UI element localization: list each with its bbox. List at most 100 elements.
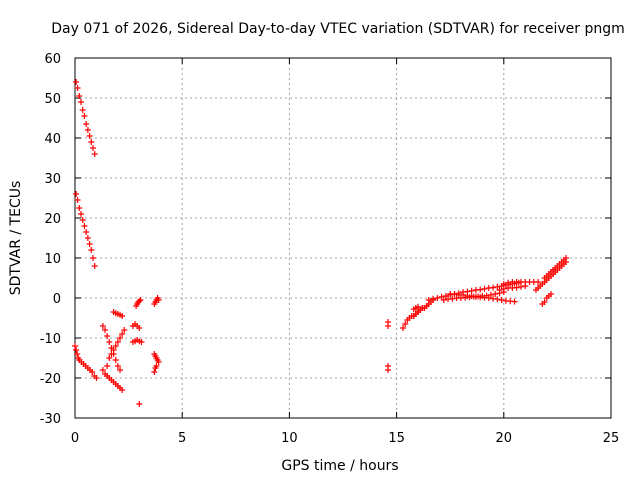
data-point bbox=[99, 323, 106, 329]
series-track-12 bbox=[151, 295, 162, 307]
data-point bbox=[106, 355, 113, 361]
data-point bbox=[494, 296, 501, 303]
data-point bbox=[155, 297, 162, 303]
data-point bbox=[541, 299, 548, 305]
data-point bbox=[425, 297, 432, 303]
data-point bbox=[477, 286, 484, 293]
data-point bbox=[442, 293, 449, 299]
data-point bbox=[517, 283, 524, 290]
data-point bbox=[86, 241, 93, 247]
y-tick-label: 20 bbox=[44, 212, 61, 227]
data-point bbox=[430, 295, 437, 302]
y-tick-label: 0 bbox=[53, 292, 61, 307]
series-track-15 bbox=[400, 303, 430, 331]
y-tick-label: 10 bbox=[44, 252, 61, 267]
data-point bbox=[487, 291, 494, 298]
data-point bbox=[151, 369, 158, 375]
data-point bbox=[511, 298, 518, 305]
series-track-10 bbox=[133, 297, 144, 309]
x-tick-label: 15 bbox=[388, 431, 405, 446]
data-point bbox=[90, 145, 97, 151]
data-point bbox=[81, 113, 88, 119]
series-track-17 bbox=[410, 303, 422, 313]
x-tick-label: 0 bbox=[71, 431, 79, 446]
data-point bbox=[76, 205, 83, 211]
data-point bbox=[535, 279, 542, 285]
series-track-20 bbox=[447, 291, 518, 305]
data-point bbox=[547, 291, 554, 297]
series-track-23 bbox=[532, 259, 569, 293]
data-point bbox=[73, 191, 80, 197]
x-tick-labels: 0 5 10 15 20 25 bbox=[71, 431, 619, 446]
y-tick-label: -10 bbox=[40, 332, 61, 347]
data-point bbox=[73, 347, 80, 353]
data-point bbox=[93, 375, 100, 381]
data-point bbox=[99, 367, 106, 373]
data-point bbox=[402, 321, 409, 327]
series-track-21 bbox=[500, 279, 542, 287]
data-point bbox=[138, 339, 145, 345]
data-point bbox=[468, 287, 475, 294]
series-track-7 bbox=[110, 309, 126, 319]
data-point bbox=[108, 351, 115, 357]
data-point bbox=[76, 93, 83, 99]
data-point bbox=[83, 121, 90, 127]
data-point bbox=[86, 133, 93, 139]
data-point bbox=[73, 79, 80, 85]
data-point bbox=[84, 127, 91, 133]
axis-ticks bbox=[74, 57, 612, 419]
plot-frame bbox=[74, 57, 612, 419]
data-point bbox=[513, 284, 520, 291]
data-point bbox=[505, 279, 512, 286]
series-track-22 bbox=[496, 283, 529, 293]
data-point bbox=[91, 151, 98, 157]
data-point bbox=[490, 284, 497, 291]
data-point bbox=[88, 139, 95, 145]
series-track-5 bbox=[99, 323, 124, 373]
data-point bbox=[84, 235, 91, 241]
data-point bbox=[485, 295, 492, 301]
data-point bbox=[498, 297, 505, 303]
x-tick-label: 10 bbox=[281, 431, 298, 446]
data-point bbox=[90, 255, 97, 261]
data-point bbox=[78, 99, 85, 105]
y-tick-label: -20 bbox=[40, 372, 61, 387]
data-point bbox=[114, 339, 121, 345]
data-point bbox=[500, 285, 507, 292]
data-point bbox=[83, 229, 90, 235]
data-point bbox=[434, 295, 441, 301]
data-point bbox=[136, 298, 143, 305]
series-track-24 bbox=[539, 291, 554, 307]
data-point bbox=[460, 291, 467, 298]
data-point bbox=[121, 327, 128, 333]
data-point bbox=[74, 197, 81, 203]
series-track-1 bbox=[73, 79, 98, 157]
data-point bbox=[496, 287, 503, 293]
x-tick-label: 20 bbox=[496, 431, 513, 446]
data-point bbox=[468, 293, 475, 299]
data-point bbox=[88, 247, 95, 253]
data-point bbox=[78, 211, 85, 217]
y-tick-label: 60 bbox=[44, 52, 61, 67]
data-point bbox=[81, 223, 88, 229]
series-track-4 bbox=[99, 367, 126, 393]
data-point bbox=[72, 343, 78, 349]
data-points bbox=[72, 79, 569, 407]
y-tick-labels: -30 -20 -10 0 10 20 30 40 50 60 bbox=[40, 52, 61, 427]
data-point bbox=[440, 297, 447, 303]
data-point bbox=[155, 359, 162, 365]
data-point bbox=[550, 267, 557, 273]
data-point bbox=[89, 369, 96, 375]
data-point bbox=[79, 217, 86, 223]
data-point bbox=[119, 331, 126, 337]
y-tick-label: -30 bbox=[40, 412, 61, 427]
series-track-3 bbox=[72, 343, 100, 381]
data-point bbox=[119, 387, 126, 393]
data-point bbox=[106, 339, 113, 345]
data-point bbox=[114, 363, 121, 369]
data-point bbox=[136, 401, 143, 407]
x-tick-label: 25 bbox=[603, 431, 620, 446]
data-point bbox=[492, 291, 499, 297]
data-point bbox=[102, 327, 109, 333]
